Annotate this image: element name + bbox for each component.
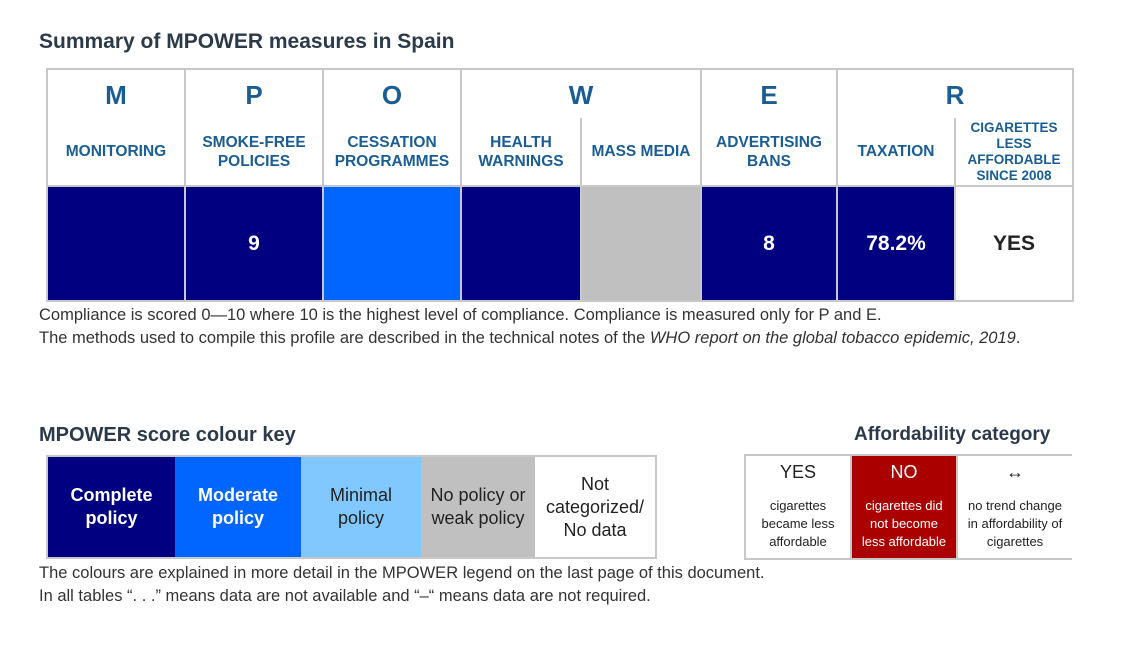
subheader-cigarettes-affordable: CIGARETTES LESS AFFORDABLE SINCE 2008 <box>967 119 1061 183</box>
affordability-heading: Affordability category <box>854 424 1051 445</box>
affordability-no-trend-desc: no trend change in affordability of cigare… <box>967 498 1063 549</box>
compliance-note: Compliance is scored 0—10 where 10 is th… <box>39 306 882 324</box>
value-smoke-free: 9 <box>186 187 322 300</box>
subheader-monitoring: MONITORING <box>65 143 167 160</box>
affordability-key: YES cigarettes became less affordable NO c… <box>744 454 1072 560</box>
report-title: WHO report on the global tobacco epidemi… <box>649 329 1016 347</box>
colour-key-heading: MPOWER score colour key <box>39 424 296 446</box>
value-cigarettes-affordable: YES <box>956 187 1072 300</box>
page-title: Summary of MPOWER measures in Spain <box>39 30 455 53</box>
key-not-categorized: Not categorized/No data <box>535 457 655 557</box>
subheader-taxation: TAXATION <box>857 143 935 160</box>
left-right-arrow-icon: ↔ <box>1006 462 1024 482</box>
affordability-no-desc: cigarettes did not become less affordable <box>861 498 947 549</box>
affordability-no: NO cigarettes did not become less affordab… <box>852 456 956 558</box>
footer-note-colours: The colours are explained in more detail… <box>39 564 765 582</box>
subheader-cessation: CESSATION PROGRAMMES <box>334 133 450 170</box>
subheader-health-warnings: HEALTH WARNINGS <box>478 133 564 170</box>
letter-m: M <box>105 80 127 110</box>
value-taxation: 78.2% <box>838 187 954 300</box>
subheader-mass-media: MASS MEDIA <box>591 143 691 160</box>
letter-e: E <box>760 80 778 110</box>
letter-r: R <box>945 80 965 110</box>
value-advertising-bans: 8 <box>702 187 836 300</box>
affordability-no-label: NO <box>890 462 918 482</box>
value-monitoring <box>48 187 184 300</box>
divider <box>954 118 956 300</box>
subheader-advertising-bans: ADVERTISING BANS <box>716 133 822 170</box>
affordability-no-trend: ↔ no trend change in affordability of ciga… <box>956 456 1072 558</box>
value-health-warnings <box>462 187 580 300</box>
key-moderate-policy: Moderate policy <box>175 457 301 557</box>
letter-o: O <box>381 80 403 110</box>
mpower-summary-table: M P O W E R MONITORING SMOKE-FREE POLICIE… <box>46 68 1074 302</box>
affordability-yes: YES cigarettes became less affordable <box>746 456 852 558</box>
footer-note-symbols: In all tables “. . .” means data are not… <box>39 587 651 605</box>
letter-w: W <box>568 80 594 110</box>
value-mass-media <box>582 187 700 300</box>
subheader-smoke-free: SMOKE-FREE POLICIES <box>202 133 306 170</box>
key-no-policy: No policy or weak policy <box>421 457 535 557</box>
affordability-yes-label: YES <box>779 462 817 482</box>
key-complete-policy: Complete policy <box>48 457 175 557</box>
value-cessation <box>324 187 460 300</box>
letter-p: P <box>245 80 263 110</box>
divider <box>48 185 1072 187</box>
methods-note: The methods used to compile this profile… <box>39 329 1021 347</box>
affordability-yes-desc: cigarettes became less affordable <box>761 498 835 549</box>
key-minimal-policy: Minimal policy <box>301 457 421 557</box>
divider <box>580 118 582 300</box>
colour-key: Complete policy Moderate policy Minimal pol… <box>46 455 657 559</box>
